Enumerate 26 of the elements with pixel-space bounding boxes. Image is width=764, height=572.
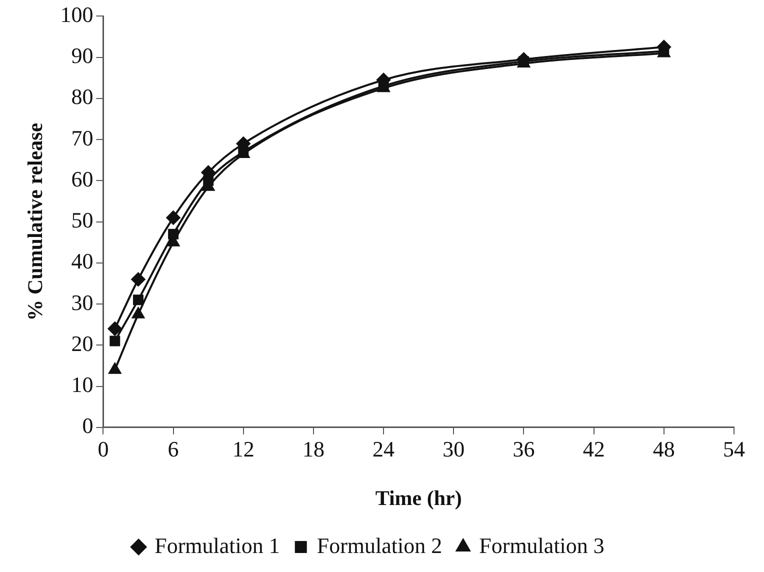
legend-label: Formulation 2 xyxy=(316,532,442,558)
y-tick-label: 80 xyxy=(71,84,94,110)
x-tick-label: 42 xyxy=(582,436,605,462)
y-tick-label: 20 xyxy=(71,330,94,356)
y-tick-label: 10 xyxy=(71,372,94,398)
x-tick-label: 30 xyxy=(442,436,465,462)
y-tick-label: 30 xyxy=(71,290,94,315)
y-tick-label: 0 xyxy=(82,413,94,438)
x-tick-label: 36 xyxy=(512,436,535,462)
legend-label: Formulation 3 xyxy=(479,532,604,558)
legend-label: Formulation 1 xyxy=(154,532,280,558)
y-tick-label: 90 xyxy=(71,43,94,68)
x-tick-label: 48 xyxy=(652,436,675,462)
x-tick-label: 6 xyxy=(168,436,179,462)
y-tick-label: 100 xyxy=(60,2,94,27)
x-tick-label: 24 xyxy=(372,436,395,462)
x-axis-title: Time (hr) xyxy=(375,486,462,510)
x-tick-label: 18 xyxy=(302,436,324,462)
y-tick-label: 50 xyxy=(71,208,94,233)
x-tick-label: 0 xyxy=(98,436,109,462)
x-tick-label: 12 xyxy=(232,436,254,462)
y-axis-title: % Cumulative release xyxy=(23,122,48,321)
y-tick-label: 40 xyxy=(71,248,94,274)
x-tick-label: 54 xyxy=(723,436,745,462)
y-tick-label: 70 xyxy=(71,125,94,150)
y-tick-label: 60 xyxy=(71,166,94,192)
